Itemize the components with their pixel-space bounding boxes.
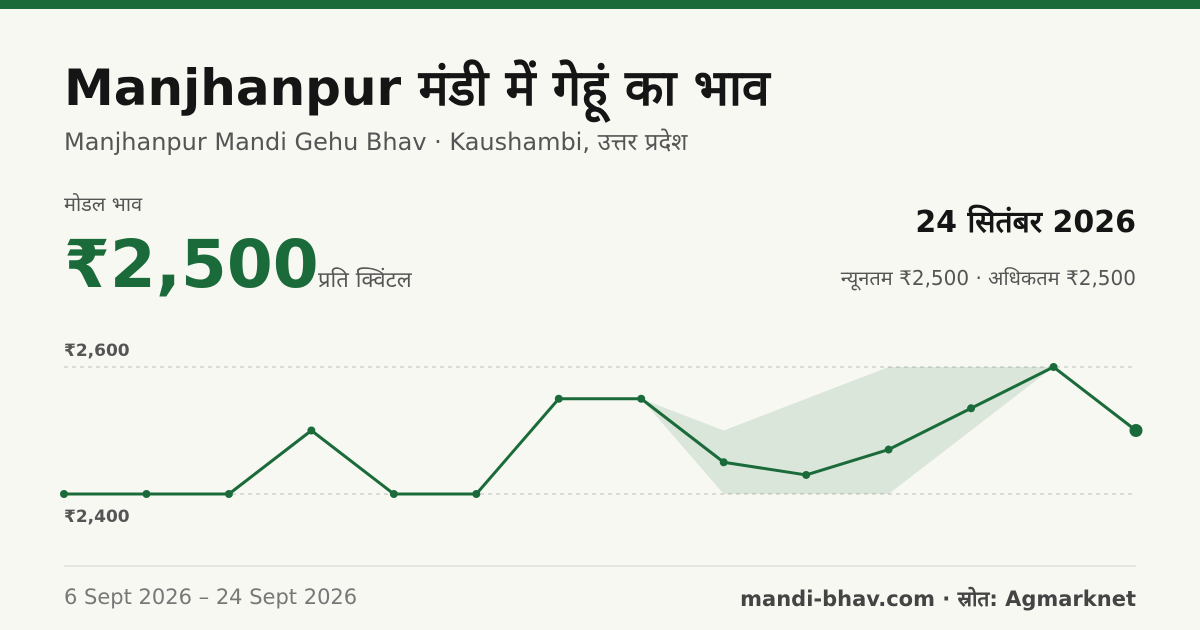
data-point xyxy=(1049,363,1058,371)
y-tick-label: ₹2,400 xyxy=(64,507,130,527)
date-range: 6 Sept 2026 – 24 Sept 2026 xyxy=(64,585,358,609)
data-point xyxy=(60,490,68,498)
y-tick-label: ₹2,600 xyxy=(64,341,130,361)
data-point xyxy=(224,490,233,498)
subtitle: Manjhanpur Mandi Gehu Bhav · Kaushambi, … xyxy=(64,128,688,156)
data-point xyxy=(389,490,398,498)
price: ₹2,500 xyxy=(64,226,319,303)
data-point xyxy=(884,445,893,454)
data-point xyxy=(637,394,646,403)
data-point xyxy=(1129,424,1143,437)
data-point xyxy=(472,490,481,498)
price-label: मोडल भाव xyxy=(64,192,143,216)
data-point xyxy=(307,426,316,435)
data-point xyxy=(802,470,811,479)
date: 24 सितंबर 2026 xyxy=(915,205,1136,240)
min-max: न्यूनतम ₹2,500 · अधिकतम ₹2,500 xyxy=(840,266,1136,290)
source: mandi-bhav.com · स्रोत: Agmarknet xyxy=(740,587,1136,611)
price-line xyxy=(64,365,1137,496)
range-band xyxy=(641,367,1054,494)
unit: प्रति क्विंटल xyxy=(318,268,412,293)
title: Manjhanpur मंडी में गेहूं का भाव xyxy=(64,59,770,117)
data-point xyxy=(967,404,976,413)
data-point xyxy=(554,394,563,403)
data-point xyxy=(142,490,151,498)
top-bar xyxy=(0,0,1200,9)
data-point xyxy=(719,458,728,467)
